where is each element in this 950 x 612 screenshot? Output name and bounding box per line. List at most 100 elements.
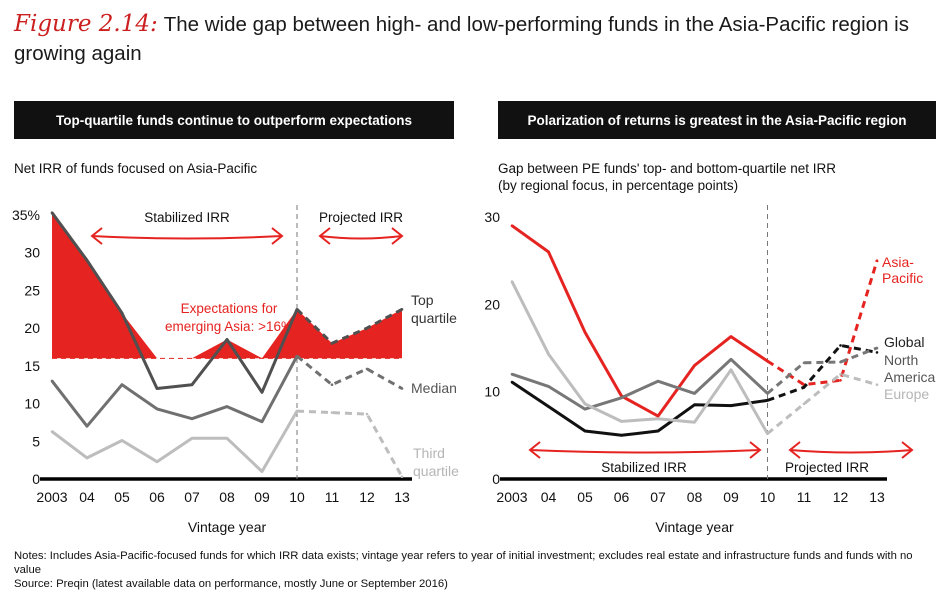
c1-series-0-point bbox=[510, 224, 514, 227]
c0-series-2-point bbox=[365, 412, 369, 416]
c0-series-0-point bbox=[190, 383, 194, 387]
c1-series-2-point bbox=[766, 392, 769, 395]
c1-series-3-point bbox=[875, 383, 879, 387]
c1-series-3-point bbox=[656, 417, 660, 421]
c0-y-tick-label: 20 bbox=[24, 320, 40, 336]
c1-stabilized-label: Stabilized IRR bbox=[601, 460, 687, 475]
c0-series-2-point bbox=[400, 475, 404, 479]
c0-series-2-point bbox=[50, 430, 54, 433]
c1-series-2-projected-line bbox=[766, 346, 878, 395]
c0-series-2-solid-line bbox=[51, 410, 299, 473]
c0-y-tick-label: 15 bbox=[24, 358, 40, 374]
c0-series-0-label-line1: Top bbox=[411, 292, 434, 308]
c1-series-0-label-line1: Asia- bbox=[882, 254, 914, 270]
c1-series-1-point bbox=[510, 380, 514, 384]
c0-series-0-point bbox=[225, 338, 229, 341]
c1-series-2-point bbox=[693, 392, 696, 395]
figure-title: The wide gap between high- and low-perfo… bbox=[14, 13, 909, 65]
c1-series-0-point bbox=[729, 335, 733, 338]
c0-series-2-point bbox=[295, 409, 299, 413]
c1-x-tick-label: 07 bbox=[650, 489, 666, 505]
c1-x-tick-label: 05 bbox=[577, 489, 593, 505]
c1-series-3-point bbox=[802, 402, 806, 406]
c1-series-2-point bbox=[656, 379, 660, 383]
c1-series-2-point bbox=[620, 396, 623, 400]
right-chart-subtitle-line2: (by regional focus, in percentage points… bbox=[498, 178, 739, 193]
c1-series-1-point bbox=[620, 434, 623, 437]
c1-x-tick-label: 2003 bbox=[496, 489, 527, 505]
c0-stabilized-arrow-shaft bbox=[91, 235, 283, 240]
c0-series-1-projected-line bbox=[296, 354, 403, 390]
c1-stabilized-arrow-head-right bbox=[749, 441, 762, 459]
c1-series-3-point bbox=[547, 352, 550, 356]
c1-projected-arrow-head-left bbox=[788, 441, 801, 459]
c1-series-0-point bbox=[693, 364, 696, 367]
c0-x-tick-label: 04 bbox=[79, 489, 95, 505]
c1-series-3-point bbox=[583, 402, 587, 406]
c0-series-1-point bbox=[120, 383, 124, 387]
c1-series-2-solid-line bbox=[511, 357, 769, 411]
left-chart-banner: Top-quartile funds continue to outperfor… bbox=[14, 101, 454, 139]
c0-series-1-point bbox=[85, 424, 89, 428]
c1-series-1-solid-line bbox=[511, 380, 768, 437]
c0-series-2-point bbox=[155, 460, 159, 464]
c0-x-tick-label: 13 bbox=[394, 489, 410, 505]
c0-series-2-point bbox=[225, 437, 229, 440]
source-text: Source: Preqin (latest available data on… bbox=[14, 578, 448, 590]
c0-series-0-point bbox=[295, 308, 299, 311]
c0-series-1-point bbox=[400, 387, 404, 390]
notes-block: Notes: Includes Asia-Pacific-focused fun… bbox=[14, 549, 939, 591]
right-chart-banner: Polarization of returns is greatest in t… bbox=[498, 101, 936, 139]
c1-x-tick-label: 06 bbox=[614, 489, 630, 505]
c0-series-2-point bbox=[260, 470, 264, 473]
c1-series-2-label-line1: North bbox=[884, 352, 918, 368]
c0-x-tick-label: 12 bbox=[359, 489, 375, 505]
c1-series-1-label-line1: Global bbox=[884, 334, 924, 350]
c0-expectation-label-line2: emerging Asia: >16% bbox=[165, 319, 293, 334]
c1-series-1-point bbox=[766, 399, 769, 402]
c0-stabilized-label: Stabilized IRR bbox=[144, 210, 230, 225]
c1-stabilized-arrow-head-left bbox=[528, 441, 541, 459]
c1-y-tick-label: 20 bbox=[484, 296, 500, 312]
c0-series-1-solid-line bbox=[50, 355, 299, 428]
c1-series-0-point bbox=[583, 331, 587, 334]
figure-label: Figure 2.14: bbox=[14, 11, 158, 37]
c1-series-1-point bbox=[875, 351, 879, 354]
c0-x-axis-title: Vintage year bbox=[188, 519, 267, 535]
c1-y-tick-label: 30 bbox=[484, 209, 500, 225]
c1-series-3-point bbox=[729, 368, 733, 372]
c0-x-tick-label: 10 bbox=[289, 489, 305, 505]
c0-series-2-point bbox=[120, 439, 124, 442]
c0-expectation-label-line1: Expectations for bbox=[181, 301, 278, 316]
c1-x-axis-title: Vintage year bbox=[655, 519, 734, 535]
c1-series-0-point bbox=[839, 379, 842, 382]
c0-series-1-label-line1: Median bbox=[411, 380, 457, 396]
c1-series-1-projected-line bbox=[766, 343, 878, 402]
c1-series-2-point bbox=[839, 360, 842, 364]
c0-series-2-label-line1: Third bbox=[413, 445, 445, 461]
c1-y-tick-label: 0 bbox=[492, 471, 500, 487]
c1-series-3-label-line1: Europe bbox=[884, 386, 929, 402]
figure-title-block: Figure 2.14: The wide gap between high- a… bbox=[14, 10, 939, 68]
c0-series-1-point bbox=[365, 367, 369, 371]
c0-x-tick-label: 11 bbox=[325, 489, 340, 505]
c0-series-0-point bbox=[330, 341, 334, 345]
c0-series-0-projected-line bbox=[295, 307, 403, 345]
c0-y-tick-label: 30 bbox=[24, 245, 40, 261]
right-chart-subtitle: Gap between PE funds' top- and bottom-qu… bbox=[498, 160, 836, 194]
c0-series-2-projected-line bbox=[296, 409, 404, 478]
c0-stabilized-arrow-head-left bbox=[90, 227, 103, 245]
c1-x-tick-label: 13 bbox=[869, 489, 885, 505]
c1-series-0-point bbox=[656, 414, 660, 418]
c0-y-tick-label: 35% bbox=[12, 207, 40, 223]
c0-series-2-point bbox=[85, 456, 89, 460]
c0-series-0-point bbox=[50, 211, 54, 214]
c0-series-0-label-line2: quartile bbox=[411, 310, 457, 326]
c1-series-1-point bbox=[839, 344, 842, 347]
c1-series-3-point bbox=[839, 372, 842, 376]
c1-series-2-point bbox=[547, 385, 550, 388]
c1-series-3-solid-line bbox=[510, 280, 769, 435]
c1-series-3-point bbox=[510, 280, 514, 283]
c0-projected-arrow-head-left bbox=[318, 227, 331, 245]
